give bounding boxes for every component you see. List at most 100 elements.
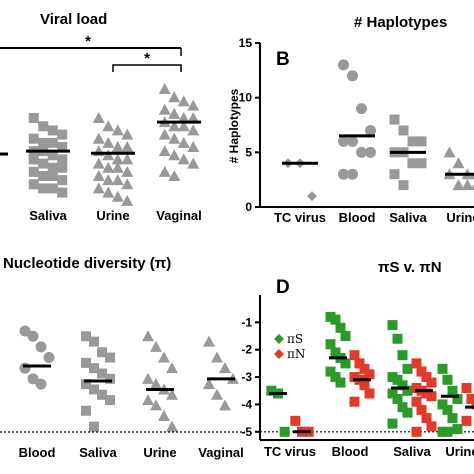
panel-c-data-point (27, 330, 39, 342)
panel-d-pin-point (461, 415, 472, 426)
panel-a-data-point (92, 182, 105, 194)
panel-a-title: Viral load (40, 11, 107, 28)
panel-d-y-tick-label: -5 (241, 425, 252, 439)
panel-a-data-point (121, 128, 134, 140)
panel-d-pin-point (416, 404, 427, 415)
panel-c-data-point (105, 395, 115, 406)
panel-a-data-point (38, 171, 49, 181)
panel-d-category-label: Blood (332, 444, 369, 459)
panel-a-significance-star: * (144, 50, 150, 67)
panel-d-pis-point (442, 426, 453, 437)
panel-b-data-point (407, 158, 418, 169)
panel-d-pis-point (330, 347, 341, 358)
panel-d-legend-marker-pin (274, 349, 284, 359)
panel-c-data-point (27, 373, 39, 385)
panel-d-pis-point (266, 385, 277, 396)
panel-d-pis-point (392, 374, 403, 385)
panel-c-data-point (166, 388, 178, 400)
panel-a-data-point (111, 153, 124, 165)
panel-d-pis-point (340, 358, 351, 369)
panel-c-data-point (89, 336, 99, 347)
panel-d-pin-point (466, 393, 474, 404)
panel-a-data-point (187, 124, 200, 136)
panel-d-pis-point (397, 402, 408, 413)
panel-c-data-point (150, 399, 162, 411)
panel-c-data-point (97, 389, 107, 400)
panel-b-category-label: TC virus (274, 210, 326, 225)
panel-d-pin-point (426, 391, 437, 402)
panel-c-data-point (142, 372, 154, 384)
panel-d-category-label: TC virus (264, 444, 316, 459)
panel-a-data-point (28, 113, 39, 123)
panel-d-pin-point (426, 377, 437, 388)
panel-c-data-point (35, 378, 47, 390)
panel-d-pis-point (330, 372, 341, 383)
panel-d-pis-point (452, 393, 463, 404)
panel-a-data-point (158, 103, 171, 115)
panel-c-data-point (211, 388, 223, 400)
panel-d-pis-point (402, 407, 413, 418)
panel-d-y-tick-label: -1 (241, 315, 252, 329)
panel-c-data-point (166, 420, 178, 432)
panel-b-data-point (356, 146, 367, 158)
panel-a-data-point (158, 128, 171, 140)
panel-b-data-point (389, 169, 400, 180)
panel-a-category-label: Saliva (29, 208, 67, 223)
panel-a-data-point (168, 132, 181, 144)
panel-a-data-point (177, 120, 190, 132)
panel-a-data-point (177, 95, 190, 107)
panel-b-y-tick-label: 5 (245, 145, 252, 159)
panel-b-y-tick-label: 15 (239, 36, 253, 50)
panel-a-data-point (168, 107, 181, 119)
panel-a-data-point (47, 183, 58, 194)
panel-d-pis-point (392, 333, 403, 344)
panel-a-data-point (38, 158, 49, 169)
panel-a-data-point (187, 99, 200, 111)
panel-b-y-tick-label: 10 (239, 91, 253, 105)
panel-a-data-point (111, 124, 124, 136)
panel-a-significance-star: * (85, 33, 91, 50)
panel-a-data-point (102, 120, 115, 132)
panel-d-pis-point (442, 404, 453, 415)
panel-b-data-point (407, 136, 418, 147)
panel-c-data-point (166, 362, 178, 374)
panel-b-data-point (338, 59, 349, 71)
panel-d-pis-point (397, 380, 408, 391)
panel-a-data-point (158, 145, 171, 157)
panel-b-data-point (398, 125, 409, 136)
panel-b-data-point (365, 124, 376, 136)
panel-a-data-point (57, 142, 68, 152)
panel-a-data-point (102, 186, 115, 198)
panel-a-significance-bracket (112, 64, 182, 72)
panel-d-pis-point (437, 363, 448, 374)
panel-d-category-label: Saliva (393, 444, 431, 459)
panel-a-data-point (102, 174, 115, 186)
panel-d-pis-point (447, 385, 458, 396)
panel-b-y-tick-label: 0 (245, 200, 252, 214)
panel-c-data-point (35, 341, 47, 353)
panel-c-data-point (97, 347, 107, 358)
panel-a-data-point (57, 154, 68, 165)
panel-a-data-point (47, 171, 58, 181)
panel-d-pin-point (364, 388, 375, 399)
panel-d-pis-point (387, 320, 398, 331)
panel-a-data-point (38, 183, 49, 194)
panel-a-data-point (47, 137, 58, 148)
panel-a-data-point (57, 175, 68, 186)
panel-a-data-point (57, 129, 68, 140)
panel-b-data-point (461, 179, 474, 191)
panel-d-pis-point (325, 339, 336, 350)
panel-d-pis-point (452, 424, 463, 435)
panel-a-data-point (121, 194, 134, 206)
panel-a-data-point (102, 149, 115, 161)
panel-c-data-point (219, 399, 231, 411)
panel-a-data-point (187, 112, 200, 123)
panel-c-data-point (89, 421, 99, 432)
panel-d-y-tick-label: -4 (241, 397, 252, 411)
panel-d-legend-label-pin: πN (287, 347, 305, 361)
panel-a-data-point (177, 153, 190, 165)
panel-c-title: Nucleotide diversity (π) (3, 255, 171, 272)
panel-d-pis-point (392, 393, 403, 404)
panel-c-data-point (203, 335, 215, 347)
panel-d-pis-point (340, 331, 351, 342)
